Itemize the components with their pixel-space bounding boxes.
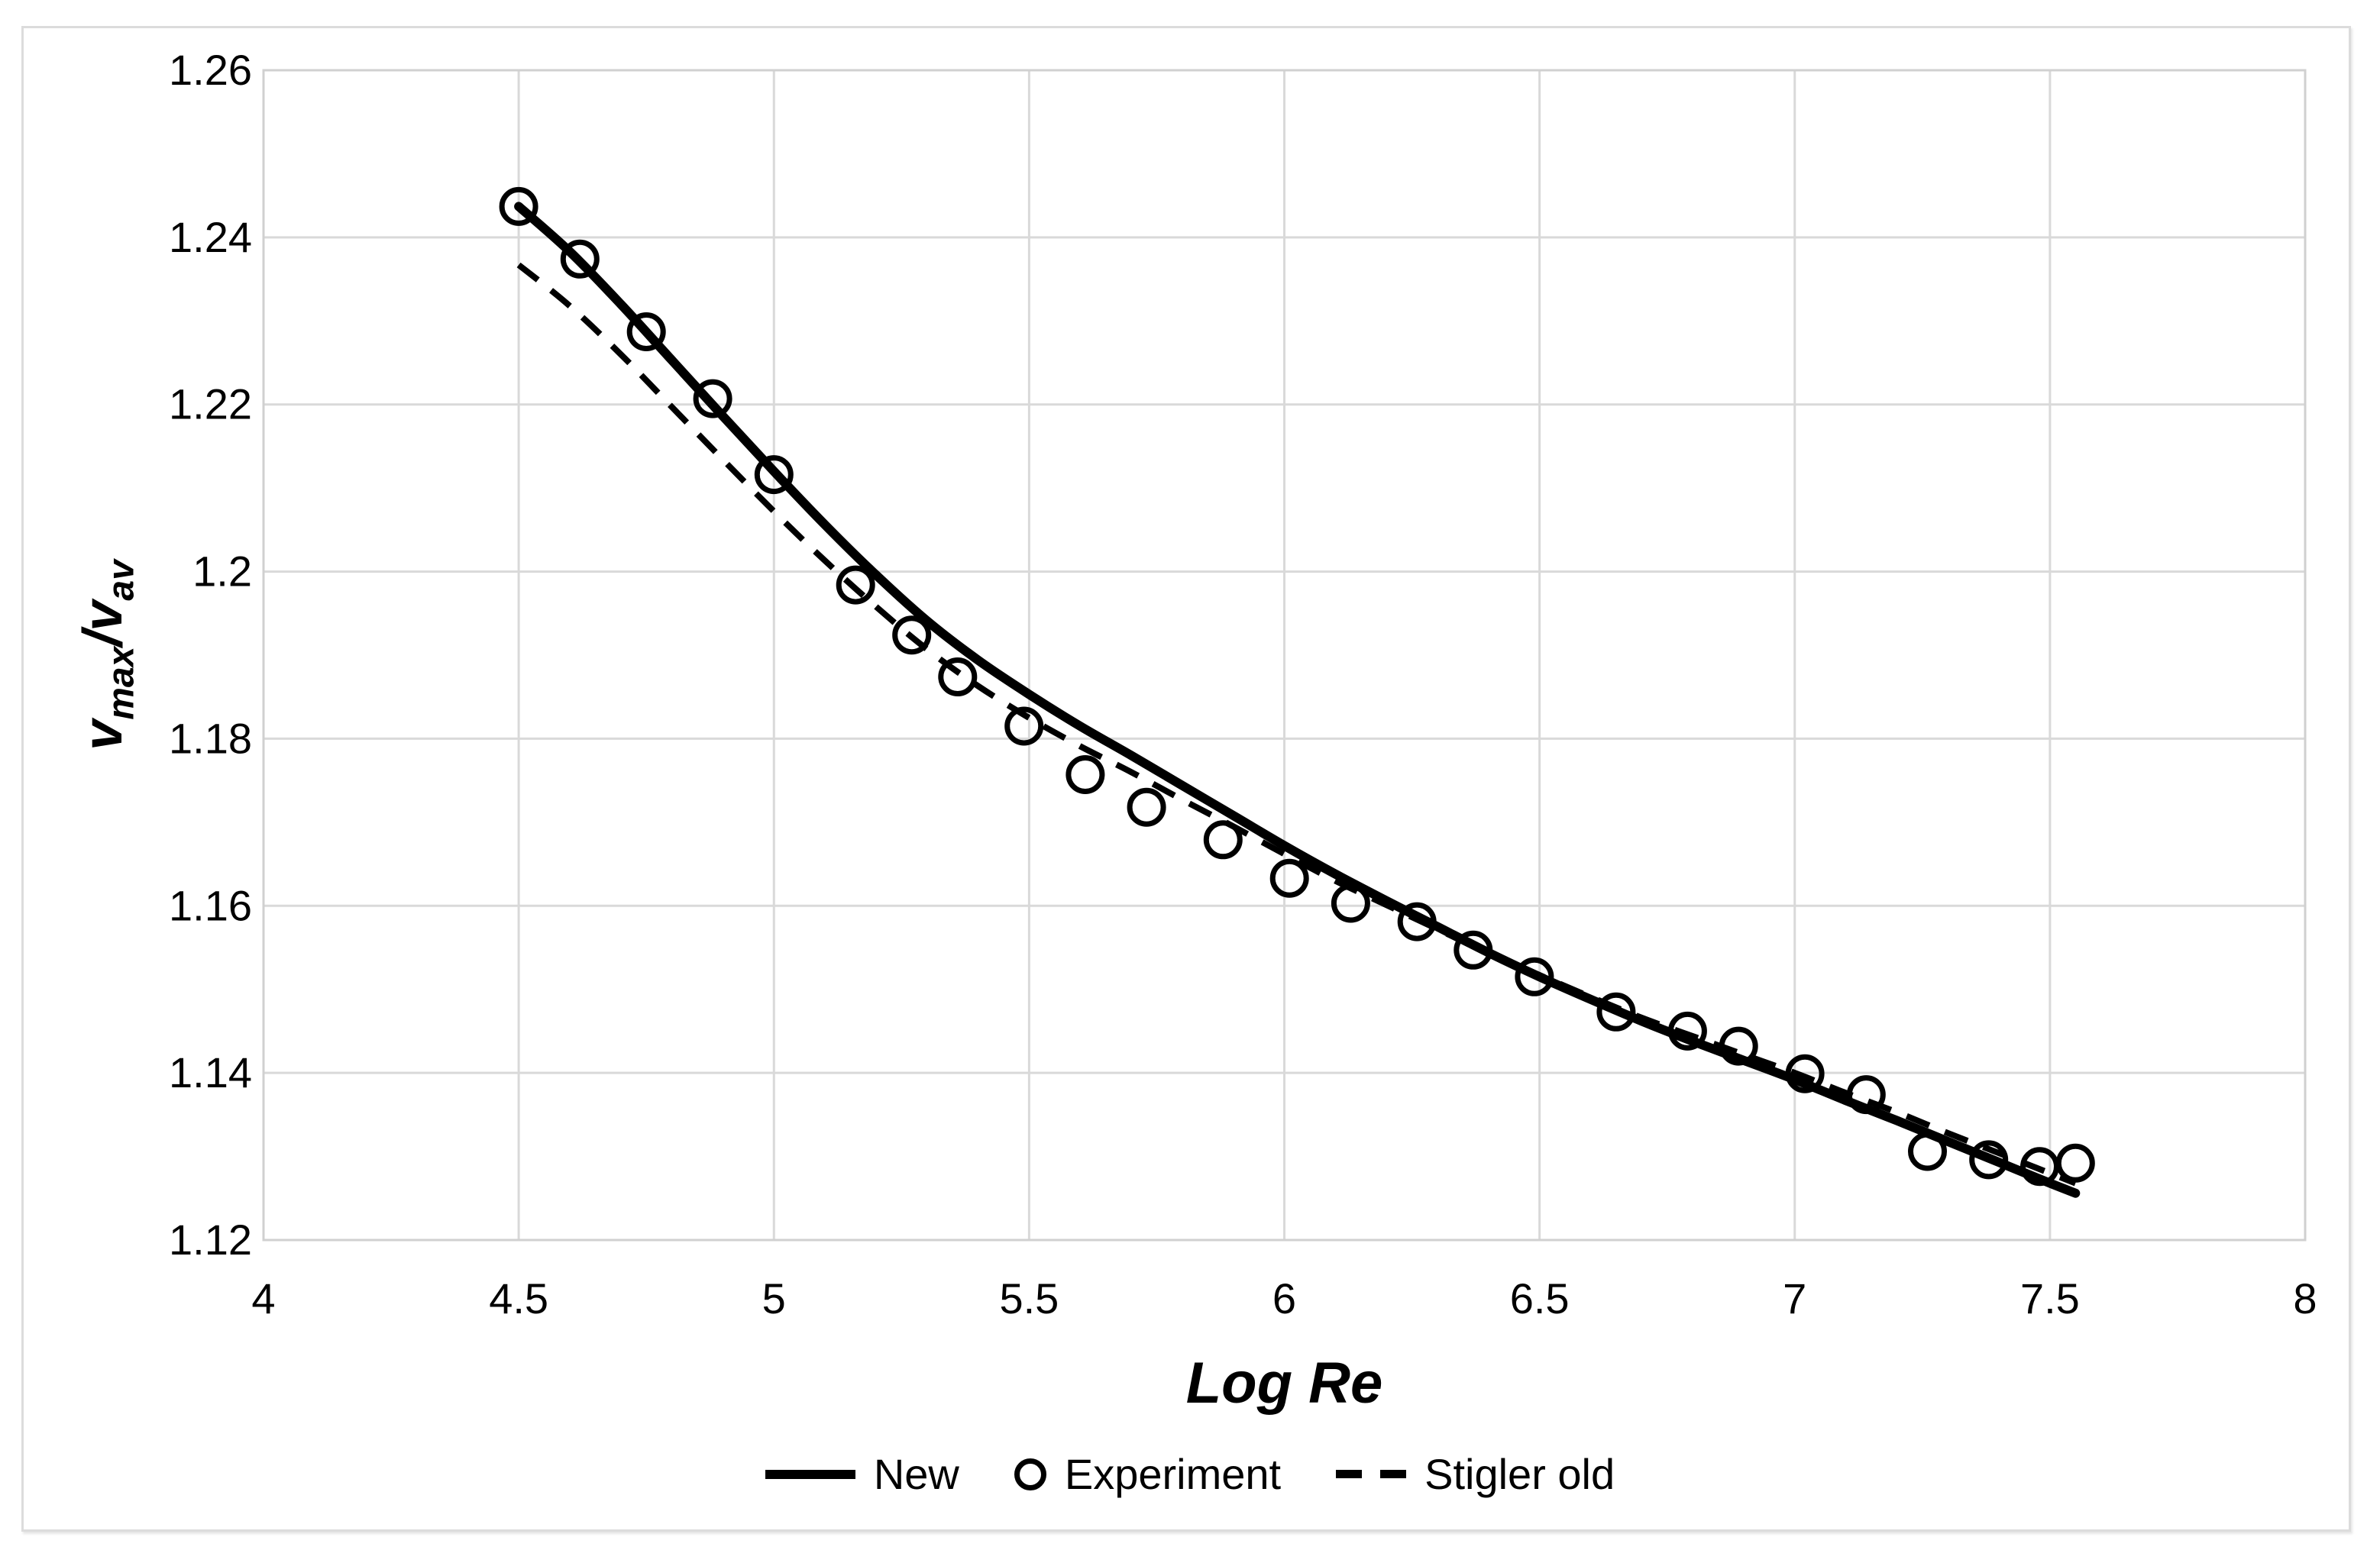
experiment-markers (499, 186, 2095, 1187)
y-tick-label: 1.2 (192, 547, 252, 596)
x-tick-label: 8 (2293, 1274, 2317, 1322)
solid-line-swatch-icon (765, 1469, 855, 1479)
plot-border (262, 69, 2307, 1242)
experiment-point-marker (2055, 1143, 2095, 1183)
experiment-point-marker (1908, 1132, 1947, 1171)
y-title-sub-max: max (101, 646, 142, 720)
experiment-point-marker (938, 657, 978, 696)
experiment-point-marker (1667, 1011, 1707, 1051)
x-tick-label: 6.5 (1510, 1274, 1570, 1322)
x-tick-label: 5 (762, 1274, 786, 1322)
experiment-point-marker (1969, 1140, 2009, 1180)
x-axis-title: Log Re (264, 1350, 2305, 1416)
y-tick-label: 1.14 (169, 1048, 252, 1096)
y-title-v2: v (73, 600, 134, 631)
y-tick-label: 1.24 (169, 213, 252, 261)
legend-item-stigler-old: Stigler old (1336, 1449, 1615, 1499)
experiment-point-marker (626, 312, 666, 351)
y-tick-label: 1.26 (169, 46, 252, 94)
experiment-point-marker (892, 615, 932, 655)
chart-legend: New Experiment Stigler old (0, 1449, 2380, 1499)
experiment-point-marker (693, 379, 732, 418)
series-new-line (514, 202, 2081, 1198)
experiment-point-marker (1454, 930, 1493, 970)
legend-label: New (873, 1450, 959, 1498)
x-axis-tick-labels: 4 4.5 5 5.5 6 6.5 7 7.5 8 (251, 1274, 2317, 1322)
legend-item-experiment: Experiment (1014, 1449, 1281, 1499)
dashed-line-swatch-icon (1336, 1470, 1407, 1478)
experiment-point-marker (1719, 1026, 1758, 1066)
y-tick-label: 1.18 (169, 714, 252, 762)
legend-label: Experiment (1064, 1450, 1282, 1498)
x-tick-label: 7.5 (2020, 1274, 2080, 1322)
series-stigler-old-line (516, 262, 2077, 1187)
x-axis-title-text: Log Re (1185, 1351, 1383, 1416)
y-title-sub-av: av (101, 560, 142, 601)
experiment-point-marker (1066, 755, 1105, 794)
experiment-point-marker (1596, 992, 1636, 1032)
experiment-point-marker (836, 565, 875, 605)
experiment-point-marker (499, 186, 538, 226)
experiment-point-marker (754, 455, 794, 495)
experiment-point-marker (560, 239, 600, 279)
experiment-point-marker (1203, 820, 1243, 860)
y-tick-label: 1.12 (169, 1216, 252, 1264)
y-title-slash: / (73, 631, 134, 647)
circle-marker-swatch-icon (1014, 1458, 1046, 1490)
experiment-point-marker (1785, 1054, 1825, 1093)
y-axis-tick-labels: 1.12 1.14 1.16 1.18 1.2 1.22 1.24 1.26 (169, 46, 252, 1264)
x-tick-label: 7 (1783, 1274, 1806, 1322)
y-title-v1: v (73, 719, 134, 751)
experiment-point-marker (1269, 858, 1309, 898)
experiment-point-marker (1397, 902, 1437, 941)
x-tick-label: 5.5 (999, 1274, 1059, 1322)
x-tick-label: 4.5 (489, 1274, 548, 1322)
x-tick-label: 6 (1272, 1274, 1296, 1322)
experiment-point-marker (1004, 706, 1044, 746)
legend-item-new: New (765, 1449, 959, 1499)
y-tick-label: 1.22 (169, 380, 252, 428)
experiment-point-marker (1846, 1075, 1886, 1115)
experiment-point-marker (1515, 957, 1554, 996)
experiment-point-marker (1127, 787, 1166, 827)
y-tick-label: 1.16 (169, 881, 252, 929)
experiment-point-marker (1331, 883, 1370, 923)
legend-label: Stigler old (1424, 1450, 1615, 1498)
x-tick-label: 4 (251, 1274, 275, 1322)
series-lines (514, 202, 2081, 1198)
y-axis-title: vmax/vav (72, 560, 141, 751)
chart-frame (21, 26, 2351, 1532)
